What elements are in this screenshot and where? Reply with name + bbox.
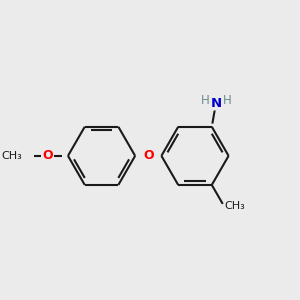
Text: CH₃: CH₃ xyxy=(224,201,245,211)
Text: CH₃: CH₃ xyxy=(2,151,22,161)
Text: H: H xyxy=(223,94,231,107)
Text: N: N xyxy=(210,97,221,110)
Text: O: O xyxy=(143,149,154,162)
Text: O: O xyxy=(42,149,53,162)
Text: H: H xyxy=(200,94,209,107)
